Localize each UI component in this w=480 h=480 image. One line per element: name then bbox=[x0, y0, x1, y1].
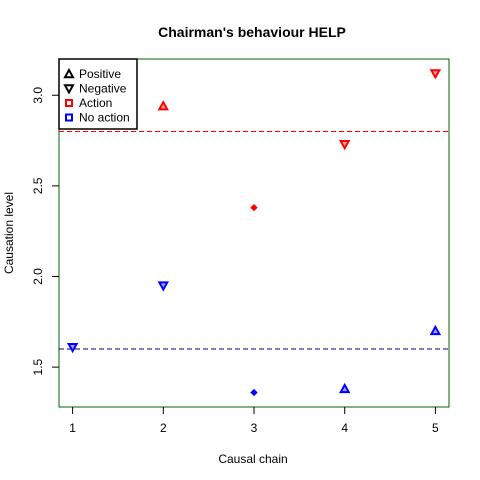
legend-marker bbox=[63, 67, 75, 79]
data-point bbox=[66, 342, 79, 354]
legend-marker bbox=[65, 99, 73, 107]
chart-title: Chairman's behaviour HELP bbox=[158, 24, 346, 40]
x-tick-label: 1 bbox=[69, 421, 76, 435]
data-point bbox=[250, 388, 258, 397]
data-point bbox=[157, 281, 170, 292]
data-point bbox=[250, 203, 258, 212]
x-tick-label: 4 bbox=[341, 421, 348, 435]
y-tick-label: 2.5 bbox=[31, 177, 45, 194]
y-tick-label: 2.0 bbox=[31, 268, 45, 285]
data-point bbox=[429, 324, 442, 336]
x-tick-label: 2 bbox=[160, 421, 167, 435]
x-axis-label: Causal chain bbox=[218, 452, 287, 466]
data-point bbox=[338, 382, 351, 394]
legend-marker bbox=[63, 84, 75, 95]
y-tick-label: 1.5 bbox=[31, 358, 45, 375]
legend-label: Action bbox=[79, 96, 112, 110]
legend-label: No action bbox=[79, 111, 130, 125]
x-tick-label: 3 bbox=[251, 421, 258, 435]
data-point bbox=[157, 100, 170, 111]
legend-label: Negative bbox=[79, 82, 127, 96]
legend-marker bbox=[65, 113, 73, 122]
data-point bbox=[429, 69, 442, 80]
plot-area: 1 2 3 4 5 1.5 2.0 2.5 3.0 bbox=[31, 58, 450, 435]
legend-label: Positive bbox=[79, 67, 121, 81]
y-axis-label: Causation level bbox=[2, 192, 16, 274]
data-point bbox=[338, 139, 351, 151]
y-tick-label: 3.0 bbox=[31, 87, 45, 104]
x-tick-label: 5 bbox=[432, 421, 439, 435]
